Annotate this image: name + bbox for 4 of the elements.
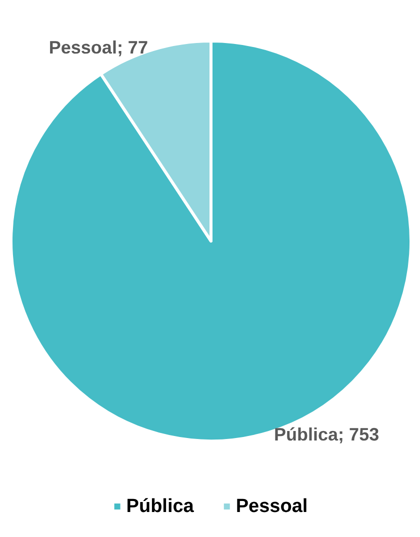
legend-label: Pública [126,496,194,517]
legend-label: Pessoal [236,496,308,517]
data-label: Pública; 753 [274,424,380,444]
data-label: Pessoal; 77 [48,38,148,58]
